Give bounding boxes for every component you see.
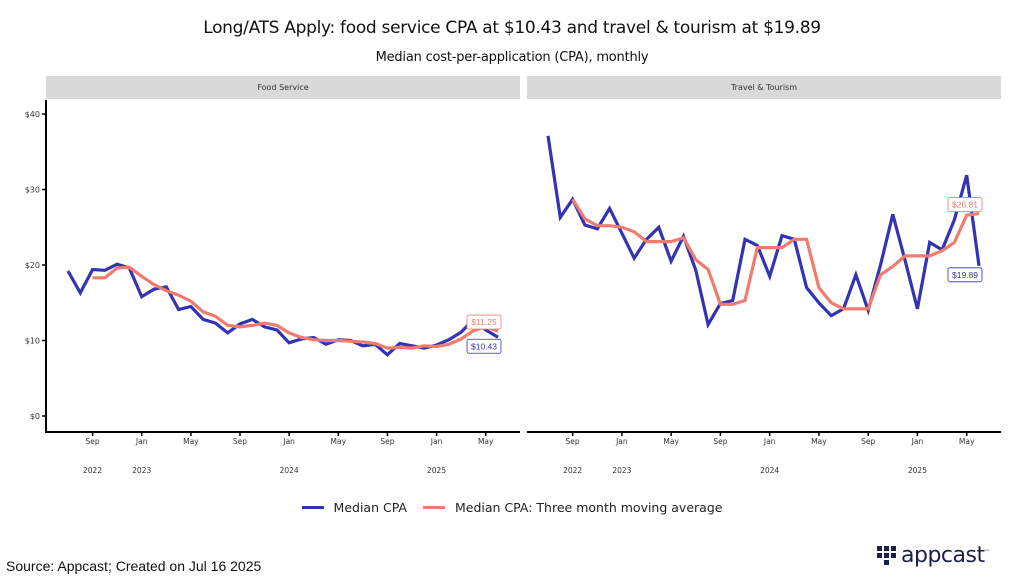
x-year-label: 2025 (427, 466, 446, 475)
series-line-moving-average-travel-tourism (571, 198, 980, 311)
end-label-moving-average: $11.25 (471, 317, 497, 327)
x-tick-label: Sep (566, 437, 580, 446)
legend-label-moving-average: Median CPA: Three month moving average (455, 500, 723, 515)
y-tick-label: $30 (25, 186, 40, 195)
x-tick-label: Jan (282, 437, 295, 446)
x-tick-label: May (663, 437, 679, 446)
end-label-median-cpa: $19.89 (952, 270, 978, 280)
y-tick-label: $40 (25, 110, 40, 119)
x-year-label: 2022 (563, 466, 582, 475)
x-year-label: 2023 (132, 466, 151, 475)
panel-strip-travel-tourism: Travel & Tourism (527, 76, 1001, 99)
series-line-median-cpa-travel-tourism (546, 135, 981, 329)
appcast-logo-icon (877, 546, 896, 565)
y-tick-label: $20 (25, 261, 40, 270)
appcast-logo: appcast ™ (877, 543, 990, 568)
series-line-moving-average-food-service (92, 265, 499, 350)
x-tick-label: Sep (380, 437, 394, 446)
appcast-logo-text: appcast (901, 543, 985, 568)
x-year-label: 2023 (612, 466, 631, 475)
x-tick-label: Jan (135, 437, 148, 446)
y-tick-label: $10 (25, 337, 40, 346)
x-tick-label: Sep (86, 437, 100, 446)
x-tick-label: Sep (713, 437, 727, 446)
x-year-label: 2025 (908, 466, 927, 475)
panel-strip-food-service: Food Service (46, 76, 520, 99)
legend: Median CPA Median CPA: Three month movin… (0, 500, 1024, 515)
legend-item-median-cpa: Median CPA (301, 500, 407, 515)
series-line-median-cpa-food-service (66, 262, 499, 357)
x-year-label: 2024 (280, 466, 299, 475)
x-tick-label: Jan (430, 437, 443, 446)
legend-swatch-median-cpa (301, 506, 324, 509)
x-tick-label: Jan (763, 437, 776, 446)
source-note: Source: Appcast; Created on Jul 16 2025 (6, 558, 262, 574)
x-year-label: 2022 (83, 466, 102, 475)
legend-swatch-moving-average (423, 506, 445, 509)
x-tick-label: Jan (615, 437, 628, 446)
legend-item-moving-average: Median CPA: Three month moving average (423, 500, 722, 515)
x-tick-label: May (959, 437, 975, 446)
x-tick-label: May (811, 437, 827, 446)
x-tick-label: Sep (233, 437, 247, 446)
end-label-box-median-cpa (466, 338, 502, 354)
end-label-box-moving-average (466, 314, 502, 330)
x-tick-label: May (478, 437, 494, 446)
y-tick-label: $0 (30, 412, 40, 421)
end-label-box-moving-average (947, 197, 983, 212)
appcast-logo-trademark: ™ (984, 549, 990, 555)
x-tick-label: Jan (911, 437, 924, 446)
chart-subtitle: Median cost-per-application (CPA), month… (375, 50, 649, 65)
end-label-median-cpa: $10.43 (471, 341, 497, 351)
x-tick-label: May (331, 437, 347, 446)
x-tick-label: May (183, 437, 199, 446)
chart-title: Long/ATS Apply: food service CPA at $10.… (203, 18, 821, 38)
legend-label-median-cpa: Median CPA (333, 500, 407, 515)
end-label-box-median-cpa (947, 267, 983, 283)
x-year-label: 2024 (760, 466, 779, 475)
end-label-moving-average: $26.81 (952, 200, 978, 210)
x-tick-label: Sep (861, 437, 875, 446)
